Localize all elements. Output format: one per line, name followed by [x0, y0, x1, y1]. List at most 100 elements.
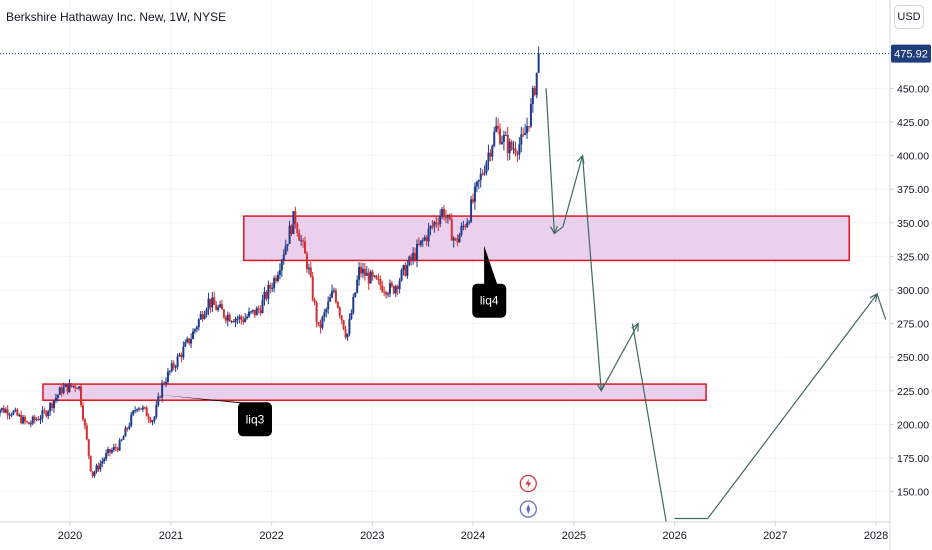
candle-body: [197, 319, 200, 328]
candle-body: [479, 173, 482, 180]
y-tick-label: 325.00: [897, 251, 929, 263]
y-tick-label: 425.00: [897, 117, 929, 129]
projection-segment: [707, 293, 878, 519]
candle-body: [371, 271, 374, 277]
candle-body: [141, 407, 144, 410]
candle-body: [159, 396, 162, 398]
candle-body: [427, 228, 430, 242]
candle-body: [124, 427, 127, 437]
candle-body: [164, 382, 167, 384]
candle-body: [373, 275, 376, 277]
candle-body: [37, 419, 40, 421]
projection-segment: [554, 226, 564, 235]
candle-body: [186, 338, 189, 342]
zone-liq4: [243, 215, 850, 262]
candle-body: [149, 419, 152, 423]
candle-body: [43, 410, 46, 412]
candle-body: [16, 409, 19, 416]
candle-body: [495, 125, 498, 132]
candle-body: [504, 135, 507, 137]
candle-body: [201, 314, 204, 319]
candle-body: [110, 450, 113, 453]
candle-body: [292, 211, 295, 234]
candle-body: [105, 453, 108, 459]
candle-body: [481, 173, 484, 175]
candle-body: [323, 312, 326, 317]
candle-body: [99, 463, 102, 470]
candle-body: [500, 141, 503, 144]
candle-body: [166, 371, 169, 383]
candle-body: [273, 277, 276, 289]
x-tick-label: 2026: [662, 530, 686, 542]
candle-body: [6, 409, 9, 416]
candle-body: [112, 446, 115, 451]
candle-body: [157, 396, 160, 406]
y-tick-label: 150.00: [897, 487, 929, 499]
candle-body: [531, 87, 534, 105]
candle-body: [508, 141, 511, 154]
candle-body: [392, 285, 395, 294]
candle-body: [122, 436, 125, 440]
candle-body: [89, 455, 92, 472]
candle-body: [377, 278, 380, 280]
candle-body: [470, 199, 473, 222]
candle-body: [369, 271, 372, 284]
candle-body: [385, 291, 388, 295]
candle-body: [516, 153, 519, 155]
candle-body: [248, 311, 251, 317]
candle-body: [278, 270, 281, 275]
candle-body: [56, 394, 59, 398]
candle-body: [352, 296, 355, 314]
candle-body: [222, 309, 225, 318]
candle-body: [321, 316, 324, 328]
lightning-icon-glyph: [525, 478, 532, 489]
candle-body: [332, 290, 335, 292]
candle-body: [363, 268, 366, 276]
candle-body: [271, 288, 274, 290]
candle-body: [205, 309, 208, 315]
currency-button[interactable]: USD: [894, 5, 924, 29]
candle-body: [473, 186, 476, 202]
candle-body: [450, 219, 453, 241]
candle-body: [12, 411, 15, 415]
candle-body: [107, 449, 110, 454]
price-axis-bg: [890, 0, 932, 550]
candle-body: [356, 279, 359, 293]
candle-body: [448, 214, 451, 220]
projection-arrowhead: [631, 322, 639, 332]
candle-body: [535, 72, 538, 95]
candle-body: [193, 329, 196, 332]
candle-body: [64, 384, 67, 388]
candle-body: [518, 144, 521, 155]
candle-body: [435, 222, 438, 224]
candle-body: [33, 416, 36, 421]
candle-body: [398, 280, 401, 289]
candle-body: [350, 313, 353, 320]
candle-body: [29, 423, 32, 425]
candle-body: [203, 314, 206, 319]
candle-body: [402, 265, 405, 270]
candle-body: [45, 411, 48, 417]
candle-body: [251, 309, 254, 312]
candle-body: [280, 260, 283, 271]
candle-body: [404, 265, 407, 276]
candle-body: [136, 409, 139, 411]
candle-body: [53, 400, 56, 409]
candle-body: [199, 314, 202, 320]
candle-body: [224, 317, 227, 321]
candle-body: [365, 272, 368, 276]
candle-body: [336, 302, 339, 308]
candle-body: [269, 285, 272, 289]
candle-body: [329, 297, 332, 302]
candle-body: [406, 264, 409, 276]
price-label-badge: [891, 44, 931, 63]
candle-body: [294, 211, 297, 224]
candle-body: [446, 214, 449, 218]
liq3-callout-label: liq3: [246, 412, 265, 426]
projection-segment: [631, 323, 672, 550]
candle-body: [76, 388, 79, 390]
candle-body: [381, 285, 384, 292]
candle-body: [257, 308, 260, 311]
candle-body: [379, 279, 382, 286]
